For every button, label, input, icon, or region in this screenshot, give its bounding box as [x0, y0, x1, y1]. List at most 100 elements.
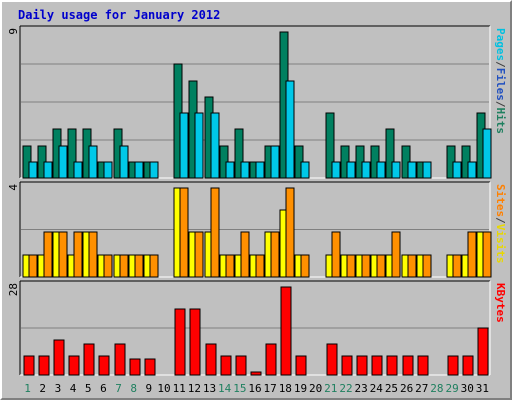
x-tick-label-10: 10 [157, 382, 170, 395]
bar-kbytes-18 [280, 286, 292, 376]
x-tick-label-17: 17 [264, 382, 277, 395]
bar-sites-4 [73, 231, 83, 278]
x-tick-label-21: 21 [324, 382, 337, 395]
x-tick-label-27: 27 [415, 382, 428, 395]
bar-sites-17 [270, 231, 280, 278]
bar-sites-9 [149, 254, 159, 278]
bar-files-25 [391, 161, 401, 179]
x-tick-label-28: 28 [430, 382, 443, 395]
x-tick-label-26: 26 [400, 382, 413, 395]
bar-sites-27 [422, 254, 432, 278]
x-tick-label-18: 18 [279, 382, 292, 395]
legend-entry: Sites [494, 184, 507, 217]
x-tick-label-4: 4 [70, 382, 77, 395]
panel-3-legend: KBytes [494, 283, 507, 323]
legend-entry: Pages [494, 28, 507, 61]
bar-sites-11 [179, 187, 189, 278]
bar-files-4 [73, 161, 83, 179]
bar-kbytes-23 [356, 355, 368, 376]
panel-2-axis-max-label: 4 [7, 184, 20, 191]
bar-kbytes-7 [114, 343, 126, 376]
bar-sites-21 [331, 231, 341, 278]
bar-kbytes-2 [38, 355, 50, 376]
legend-entry: Visits [494, 224, 507, 264]
bar-files-23 [361, 161, 371, 179]
x-tick-label-19: 19 [294, 382, 307, 395]
bar-files-27 [422, 161, 432, 179]
bar-kbytes-5 [83, 343, 95, 376]
x-tick-label-14: 14 [218, 382, 232, 395]
bar-sites-23 [361, 254, 371, 278]
panel-1-legend: Pages/Files/Hits [494, 28, 507, 134]
bar-hits-4 [67, 128, 77, 179]
bar-files-29 [452, 161, 462, 179]
bar-sites-16 [255, 254, 265, 278]
bar-files-1 [28, 161, 38, 179]
x-tick-label-11: 11 [173, 382, 186, 395]
bar-sites-6 [103, 254, 113, 278]
panel-3-axis-max-label: 28 [7, 283, 20, 296]
legend-entry: Files [494, 68, 507, 101]
x-tick-label-7: 7 [115, 382, 122, 395]
x-tick-label-6: 6 [100, 382, 107, 395]
bar-files-31 [482, 128, 492, 179]
x-tick-label-20: 20 [309, 382, 322, 395]
bar-kbytes-22 [341, 355, 353, 376]
bar-kbytes-15 [235, 355, 247, 376]
legend-entry: KBytes [494, 283, 507, 323]
bar-files-18 [285, 80, 295, 179]
bar-kbytes-3 [53, 339, 65, 376]
legend-entry: Hits [494, 108, 507, 135]
bar-sites-29 [452, 254, 462, 278]
x-tick-label-31: 31 [476, 382, 489, 395]
panel-1-axis-max-label: 9 [7, 28, 20, 35]
bar-files-11 [179, 112, 189, 179]
bar-sites-15 [240, 231, 250, 278]
bar-files-3 [58, 145, 68, 179]
x-tick-label-23: 23 [355, 382, 368, 395]
bar-files-16 [255, 161, 265, 179]
x-tick-label-24: 24 [370, 382, 384, 395]
bar-files-6 [103, 161, 113, 179]
legend-entry: / [494, 101, 507, 108]
bar-files-22 [346, 161, 356, 179]
bar-kbytes-17 [265, 343, 277, 376]
x-tick-label-30: 30 [461, 382, 474, 395]
bar-files-5 [88, 145, 98, 179]
bar-kbytes-14 [220, 355, 232, 376]
bar-kbytes-24 [371, 355, 383, 376]
bar-kbytes-19 [295, 355, 307, 376]
bar-hits-15 [234, 128, 244, 179]
bar-kbytes-6 [98, 355, 110, 376]
x-tick-label-8: 8 [130, 382, 137, 395]
bar-sites-18 [285, 187, 295, 278]
bar-sites-7 [119, 254, 129, 278]
bar-kbytes-27 [417, 355, 429, 376]
bar-kbytes-8 [129, 358, 141, 376]
legend-entry: / [494, 61, 507, 68]
x-tick-label-3: 3 [55, 382, 62, 395]
bar-files-21 [331, 161, 341, 179]
x-tick-label-15: 15 [233, 382, 246, 395]
bar-kbytes-29 [447, 355, 459, 376]
bar-files-19 [300, 161, 310, 179]
bar-kbytes-21 [326, 343, 338, 376]
bar-sites-5 [88, 231, 98, 278]
x-tick-label-13: 13 [203, 382, 216, 395]
bar-sites-3 [58, 231, 68, 278]
chart-title: Daily usage for January 2012 [18, 8, 221, 22]
bar-kbytes-4 [68, 355, 80, 376]
bar-sites-14 [225, 254, 235, 278]
bar-files-9 [149, 161, 159, 179]
x-tick-label-25: 25 [385, 382, 398, 395]
bar-sites-26 [407, 254, 417, 278]
bar-kbytes-1 [23, 355, 35, 376]
bar-sites-24 [376, 254, 386, 278]
bar-files-30 [467, 161, 477, 179]
bar-sites-12 [194, 231, 204, 278]
x-tick-label-12: 12 [188, 382, 201, 395]
x-tick-label-1: 1 [24, 382, 31, 395]
bar-kbytes-16 [250, 371, 262, 376]
bar-sites-1 [28, 254, 38, 278]
